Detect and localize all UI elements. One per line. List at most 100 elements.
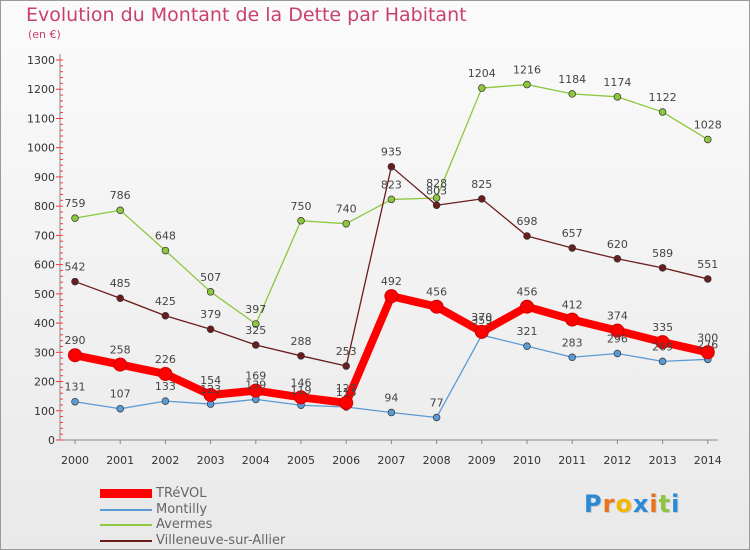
data-point-montilly [71,397,79,406]
data-label-villeneuve-sur-allier: 253 [336,345,357,358]
data-point-villeneuve-sur-allier [613,255,622,263]
data-point-tr-vol [113,357,128,372]
data-label-montilly: 269 [652,340,673,353]
data-label-avermes: 1184 [558,73,586,86]
data-point-tr-vol [68,348,82,363]
data-point-montilly [658,357,667,366]
data-label-montilly: 123 [200,383,221,396]
data-label-montilly: 276 [697,338,718,351]
data-label-montilly: 131 [65,381,86,394]
data-point-avermes [297,217,305,225]
y-tick-label: 500 [34,288,55,301]
data-point-villeneuve-sur-allier [252,341,260,349]
data-label-tr-vol: 127 [336,382,357,395]
series-points [68,80,715,422]
data-label-avermes: 1204 [468,67,496,80]
data-label-villeneuve-sur-allier: 935 [381,146,402,159]
x-tick-label: 2008 [423,454,451,467]
data-label-montilly: 94 [384,392,398,405]
data-point-avermes [161,246,170,255]
legend-swatch-villeneuve [100,539,152,542]
x-tick-label: 2005 [287,454,315,467]
data-label-tr-vol: 258 [110,344,131,357]
data-point-tr-vol [565,312,580,327]
data-point-tr-vol [610,323,625,338]
data-point-avermes [478,84,486,92]
axes: 0 100 200 300 400 500 600 700 800 900 1000 1100 1200… [27,54,722,467]
data-label-tr-vol: 492 [381,275,402,288]
chart-subtitle: (en €) [28,28,61,41]
legend-label-trevol: TRéVOL [156,486,207,501]
data-label-tr-vol: 412 [562,299,583,312]
legend-swatch-avermes [100,524,152,526]
data-label-tr-vol: 456 [517,286,538,299]
x-tick-label: 2014 [694,454,722,467]
logo-letter: o [615,490,633,518]
legend-swatch-trevol [100,489,152,498]
data-point-avermes [387,195,396,204]
data-point-montilly [613,349,622,358]
data-label-villeneuve-sur-allier: 288 [291,335,312,348]
x-tick-label: 2003 [197,454,225,467]
data-point-villeneuve-sur-allier [297,352,305,360]
data-label-montilly: 119 [291,384,312,397]
data-label-avermes: 397 [245,303,266,316]
data-label-villeneuve-sur-allier: 542 [65,261,86,274]
data-point-avermes [206,288,215,296]
data-point-villeneuve-sur-allier [568,244,576,252]
x-tick-label: 2006 [332,454,360,467]
data-label-avermes: 759 [65,197,86,210]
data-label-avermes: 828 [426,177,447,190]
data-label-tr-vol: 146 [291,376,312,389]
data-point-avermes [704,135,712,144]
data-point-montilly [387,408,396,417]
data-point-montilly [523,342,531,350]
data-label-villeneuve-sur-allier: 657 [562,227,583,240]
logo-letter: P [584,490,603,518]
data-label-villeneuve-sur-allier: 325 [245,324,266,337]
proxiti-logo: Proxiti [584,490,680,518]
logo-letter: x [632,490,650,518]
data-point-avermes [523,80,531,89]
data-label-avermes: 740 [336,203,357,216]
data-label-avermes: 750 [291,200,312,213]
data-point-tr-vol [655,335,670,350]
data-label-villeneuve-sur-allier: 551 [697,258,718,271]
data-label-villeneuve-sur-allier: 698 [517,215,538,228]
data-labels: 759 786 648 507 397 750 740 823 828 1204 1216 1184 1… [65,64,722,410]
y-tick-label: 300 [34,346,55,359]
data-label-villeneuve-sur-allier: 620 [607,238,628,251]
data-point-villeneuve-sur-allier [658,264,667,272]
data-label-tr-vol: 335 [652,321,673,334]
data-label-montilly: 139 [245,378,266,391]
y-tick-label: 400 [34,317,55,330]
data-point-avermes [613,93,622,101]
data-label-tr-vol: 300 [697,331,718,344]
data-point-avermes [568,90,576,98]
data-point-villeneuve-sur-allier [161,312,170,320]
data-point-villeneuve-sur-allier [432,201,441,210]
data-label-avermes: 1216 [513,64,541,77]
data-label-tr-vol: 370 [471,311,492,324]
data-point-tr-vol [384,289,399,304]
data-label-avermes: 507 [200,271,221,284]
y-tick-label: 1200 [27,83,55,96]
data-point-villeneuve-sur-allier [704,275,712,283]
y-tick-label: 600 [34,259,55,272]
x-tick-label: 2011 [558,454,586,467]
data-label-tr-vol: 290 [65,334,86,347]
data-label-tr-vol: 456 [426,286,447,299]
logo-letter: i [671,490,681,518]
data-point-avermes [71,214,79,222]
chart-title: Evolution du Montant de la Dette par Hab… [26,4,467,26]
data-label-montilly: 283 [562,336,583,349]
x-tick-label: 2009 [468,454,496,467]
data-label-tr-vol: 226 [155,353,176,366]
data-label-montilly: 107 [110,388,131,401]
logo-letter: t [658,490,672,518]
y-tick-label: 700 [34,229,55,242]
y-tick-label: 1100 [27,112,55,125]
data-label-montilly: 359 [471,314,492,327]
